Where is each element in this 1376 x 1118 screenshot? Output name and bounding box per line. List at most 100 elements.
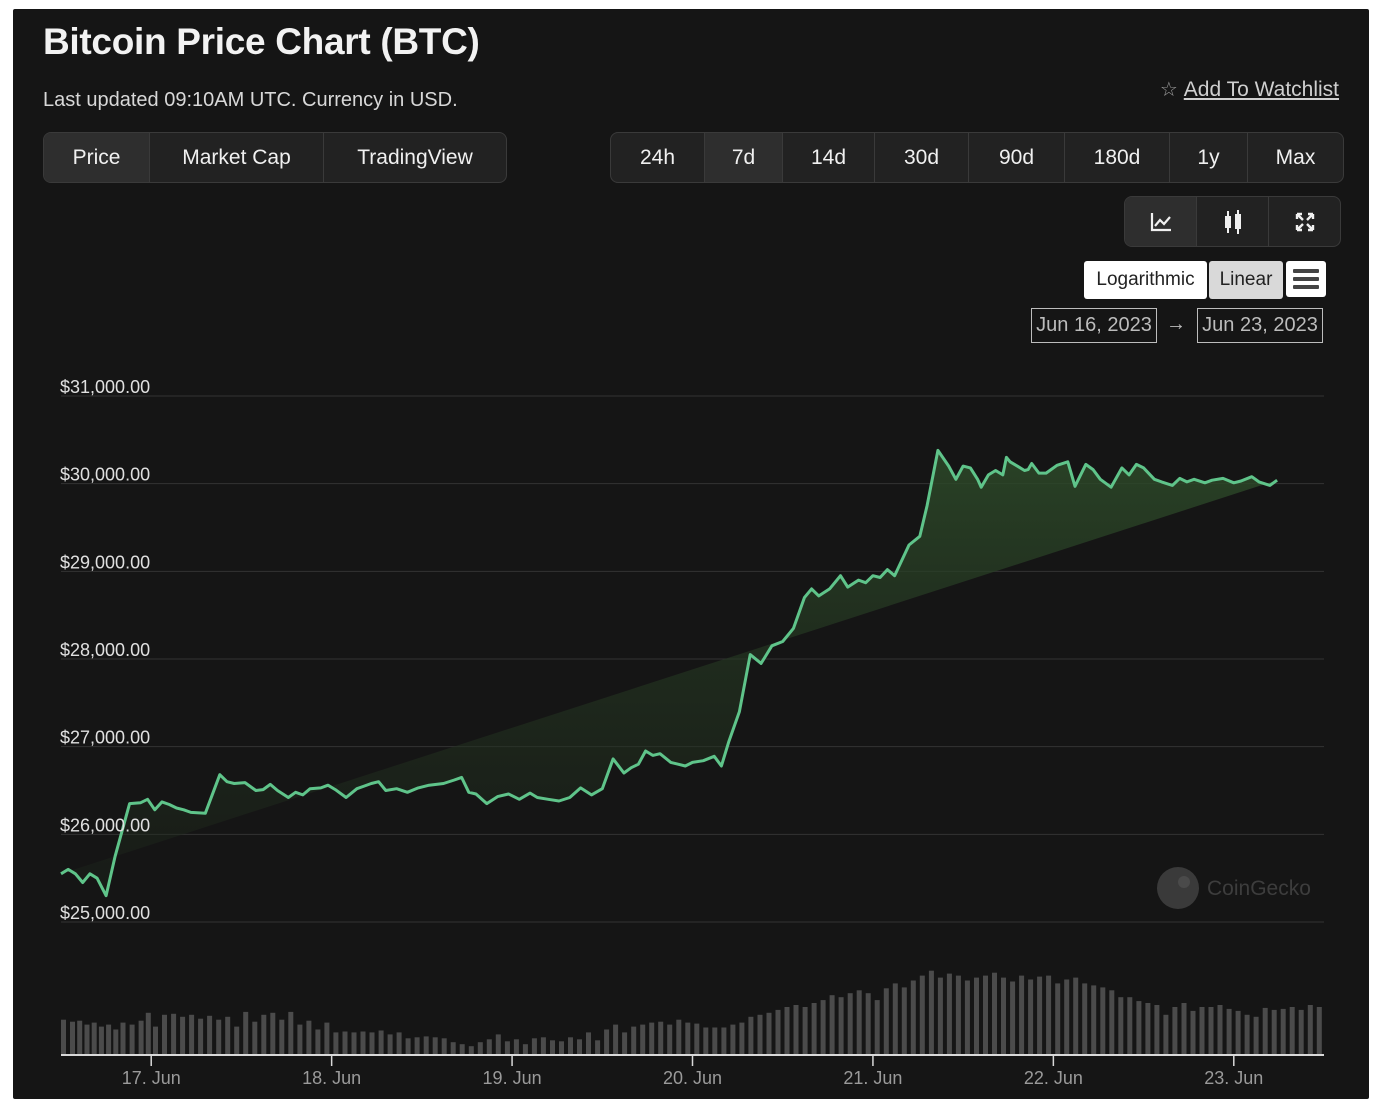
- coingecko-watermark: CoinGecko: [1157, 867, 1311, 909]
- volume-bar: [992, 972, 997, 1054]
- volume-bar: [892, 983, 898, 1054]
- x-tick-label: 21. Jun: [843, 1068, 902, 1088]
- volume-bar: [1172, 1007, 1178, 1054]
- date-to-input[interactable]: Jun 23, 2023: [1197, 308, 1323, 343]
- volume-bar: [694, 1023, 700, 1054]
- volume-bar: [685, 1022, 691, 1054]
- range-180d[interactable]: 180d: [1065, 133, 1170, 182]
- volume-bar: [459, 1044, 465, 1054]
- volume-bar: [595, 1040, 601, 1054]
- volume-bar: [874, 1000, 880, 1054]
- volume-bar: [1100, 987, 1106, 1054]
- volume-bar: [730, 1024, 736, 1054]
- volume-bar: [450, 1042, 456, 1054]
- volume-bar: [964, 980, 970, 1054]
- volume-bar: [748, 1016, 754, 1054]
- range-max[interactable]: Max: [1275, 145, 1316, 169]
- hamburger-line: [1293, 277, 1319, 281]
- volume-bar: [113, 1029, 119, 1054]
- volume-bar: [405, 1038, 411, 1054]
- volume-bar: [775, 1009, 781, 1054]
- volume-bar: [1073, 977, 1079, 1054]
- volume-bar: [288, 1011, 294, 1054]
- tab-tradingview[interactable]: TradingView: [357, 145, 473, 169]
- volume-bar: [910, 980, 916, 1054]
- line-chart-button[interactable]: [1125, 197, 1197, 246]
- add-to-watchlist-link[interactable]: ☆ Add To Watchlist: [1160, 77, 1339, 102]
- x-tick-label: 19. Jun: [483, 1068, 542, 1088]
- volume-bar: [234, 1026, 240, 1054]
- volume-bar: [468, 1046, 474, 1054]
- volume-bar: [793, 1005, 799, 1054]
- volume-bar: [171, 1013, 177, 1054]
- volume-bar: [1262, 1007, 1268, 1054]
- x-tick-label: 23. Jun: [1204, 1068, 1263, 1088]
- volume-bar: [811, 1003, 817, 1054]
- volume-bar: [324, 1022, 330, 1054]
- tab-market-cap[interactable]: Market Cap: [150, 133, 324, 182]
- x-tick-label: 18. Jun: [302, 1068, 361, 1088]
- volume-bar: [162, 1014, 167, 1054]
- volume-bar: [1235, 1010, 1241, 1054]
- chart-type-tabs: Price Market Cap TradingView: [43, 132, 507, 183]
- volume-bar: [98, 1026, 104, 1054]
- volume-bar: [1181, 1003, 1187, 1054]
- range-24h[interactable]: 24h: [611, 133, 705, 182]
- volume-bar: [477, 1042, 483, 1054]
- range-1y[interactable]: 1y: [1170, 133, 1248, 182]
- tab-price[interactable]: Price: [44, 133, 150, 182]
- volume-bar: [1154, 1005, 1160, 1054]
- range-14d[interactable]: 14d: [783, 133, 875, 182]
- volume-bar: [1199, 1007, 1205, 1054]
- volume-bar: [243, 1011, 249, 1054]
- volume-bar: [1136, 1001, 1142, 1054]
- volume-bar: [1208, 1007, 1214, 1054]
- volume-bar: [919, 975, 925, 1054]
- volume-bar: [106, 1024, 112, 1054]
- volume-bar: [495, 1034, 501, 1054]
- date-from-input[interactable]: Jun 16, 2023: [1031, 308, 1157, 343]
- volume-bar: [423, 1036, 429, 1054]
- volume-bar: [1001, 977, 1006, 1054]
- volume-bar: [297, 1024, 303, 1054]
- volume-bar: [1244, 1014, 1250, 1054]
- volume-bar: [1289, 1007, 1295, 1054]
- volume-bar: [207, 1015, 213, 1054]
- volume-bar: [1010, 981, 1016, 1054]
- volume-bar: [1028, 979, 1034, 1054]
- volume-bar: [658, 1021, 664, 1054]
- volume-bar: [513, 1039, 519, 1054]
- volume-bar: [974, 977, 979, 1054]
- y-tick-label: $26,000.00: [60, 815, 150, 835]
- volume-bar: [1145, 1003, 1151, 1054]
- volume-bar: [712, 1027, 718, 1054]
- y-tick-label: $31,000.00: [60, 377, 150, 397]
- logarithmic-toggle[interactable]: Logarithmic: [1084, 261, 1207, 299]
- volume-bar: [84, 1024, 90, 1054]
- volume-bar: [622, 1032, 628, 1054]
- fullscreen-button[interactable]: [1269, 197, 1340, 246]
- chart-menu-button[interactable]: [1286, 261, 1326, 297]
- range-90d[interactable]: 90d: [969, 133, 1065, 182]
- volume-bar: [306, 1020, 312, 1054]
- volume-bar: [252, 1021, 258, 1054]
- candlestick-button[interactable]: [1197, 197, 1269, 246]
- volume-bar: [667, 1024, 673, 1054]
- volume-bar: [1019, 975, 1025, 1054]
- fullscreen-icon: [1295, 212, 1314, 231]
- hamburger-line: [1293, 285, 1319, 289]
- price-line: [60, 448, 1278, 898]
- y-tick-label: $30,000.00: [60, 465, 150, 485]
- candlestick-icon: [1224, 209, 1241, 234]
- volume-bar: [1316, 1007, 1322, 1054]
- volume-bar: [1163, 1014, 1169, 1054]
- linear-toggle[interactable]: Linear: [1209, 261, 1283, 299]
- volume-bar: [1253, 1016, 1259, 1054]
- watermark-text: CoinGecko: [1207, 877, 1311, 900]
- volume-bar: [189, 1014, 195, 1054]
- volume-bar: [802, 1007, 808, 1054]
- range-7d[interactable]: 7d: [705, 133, 783, 182]
- volume-bar: [784, 1007, 790, 1054]
- range-30d[interactable]: 30d: [875, 133, 969, 182]
- volume-bar: [838, 997, 844, 1054]
